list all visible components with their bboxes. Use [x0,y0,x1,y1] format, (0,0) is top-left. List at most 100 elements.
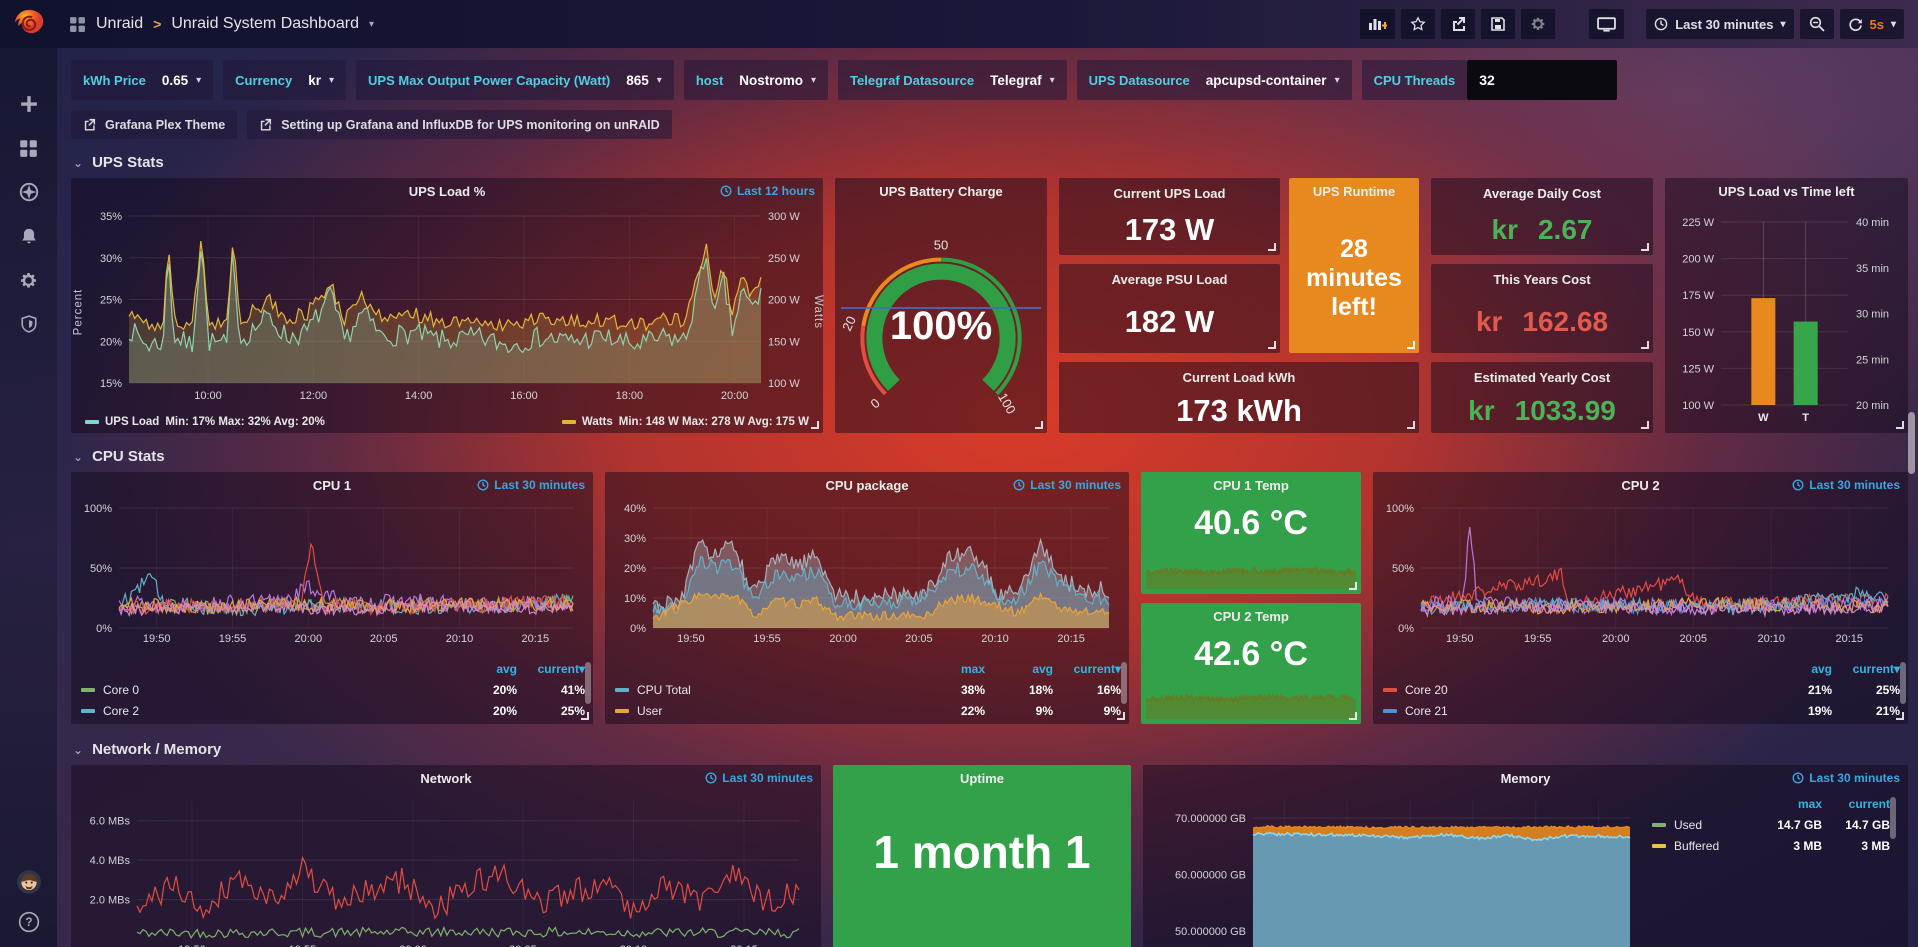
panel-title[interactable]: Estimated Yearly Cost [1473,369,1611,385]
network-chart[interactable]: 2.0 MBs 4.0 MBs 6.0 MBs 19:50 19:55 20:00 20:0… [79,793,811,947]
sidebar-item-configuration[interactable] [9,258,49,302]
variable-ups-datasource[interactable]: UPS Datasource apcupsd-container ▾ [1076,60,1352,100]
panel-title[interactable]: UPS Battery Charge [879,184,1003,199]
legend-scrollbar-thumb[interactable] [1900,662,1906,704]
ups-load-vs-time-chart[interactable]: 100 W 125 W 150 W 175 W 200 W 225 W 20 min 25 m… [1673,210,1900,425]
user-avatar[interactable] [16,869,42,895]
legend-series-marker[interactable] [615,688,629,692]
legend-scrollbar-thumb[interactable] [1890,797,1896,839]
legend-series-marker[interactable] [1652,844,1666,848]
legend-sort-header[interactable]: current▾ [537,662,585,676]
legend-sort-header[interactable]: current▾ [1852,662,1900,676]
panel-time-range-link[interactable]: Last 30 minutes [1792,478,1900,492]
variable-value[interactable]: apcupsd-container [1205,72,1327,88]
section-header-cpu-stats[interactable]: ⌄ CPU Stats [73,448,1908,465]
panel-title[interactable]: UPS Load vs Time left [1718,184,1855,199]
battery-gauge[interactable]: 0 20 50 100 [839,208,1039,425]
grafana-logo[interactable] [0,7,57,41]
legend-series-marker[interactable] [81,688,95,692]
page-scrollbar-thumb[interactable] [1908,412,1915,474]
legend-series-marker[interactable] [561,420,576,424]
cpu2-chart[interactable]: 0% 50% 100% 19:50 19:55 20:00 20:05 20:10 20:15 [1381,500,1898,646]
panel-time-range-link[interactable]: Last 12 hours [720,184,815,198]
legend-series-marker[interactable] [1652,823,1666,827]
legend-scrollbar-thumb[interactable] [585,662,591,704]
legend-sort-header[interactable]: avg [1811,662,1832,676]
help-button[interactable]: ? [18,911,40,933]
cycle-view-mode-button[interactable] [1589,9,1625,39]
legend-series-name[interactable]: Core 0 [103,683,140,697]
save-dashboard-button[interactable] [1481,9,1516,39]
panel-title[interactable]: UPS Runtime [1312,184,1396,199]
variable-value[interactable]: 0.65 [161,72,189,88]
page-title[interactable]: Unraid System Dashboard [171,15,359,32]
legend-scrollbar-thumb[interactable] [1121,662,1127,704]
dashboard-settings-button[interactable] [1521,9,1556,39]
legend-series-marker[interactable] [615,709,629,713]
variable-ups-max-output[interactable]: UPS Max Output Power Capacity (Watt) 865… [356,60,674,100]
dashboards-grid-icon[interactable] [69,16,86,33]
panel-title[interactable]: This Years Cost [1493,271,1591,287]
panel-title[interactable]: CPU 2 [1621,478,1660,493]
add-panel-button[interactable] [1360,9,1396,39]
legend-series-name[interactable]: User [637,704,663,718]
refresh-button[interactable]: 5s ▾ [1839,9,1904,39]
time-range-picker[interactable]: Last 30 minutes ▾ [1646,9,1794,39]
section-header-network-memory[interactable]: ⌄ Network / Memory [73,741,1908,758]
variable-value[interactable]: Nostromo [739,72,804,88]
refresh-caret-icon[interactable]: ▾ [1890,18,1896,30]
panel-time-range-link[interactable]: Last 30 minutes [705,771,813,785]
sidebar-item-alerting[interactable] [9,214,49,258]
panel-title[interactable]: Average Daily Cost [1482,185,1601,201]
variable-value[interactable]: Telegraf [990,72,1042,88]
sidebar-item-server-admin[interactable] [9,302,49,346]
panel-time-range-link[interactable]: Last 30 minutes [1792,771,1900,785]
legend-series-name[interactable]: CPU Total [637,683,691,697]
refresh-interval-label[interactable]: 5s [1869,16,1884,32]
legend-sort-header[interactable]: max [1797,797,1822,811]
panel-title[interactable]: Current UPS Load [1113,185,1226,201]
variable-currency[interactable]: Currency kr ▾ [223,60,347,100]
legend-series-name[interactable]: UPS Load [105,416,160,428]
panel-title[interactable]: Uptime [959,771,1005,786]
legend-series-name[interactable]: Core 21 [1405,704,1448,718]
cpu1-chart[interactable]: 0% 50% 100% 19:50 19:55 20:00 20:05 20:10 20:15 [79,500,583,646]
variable-value[interactable]: kr [308,72,322,88]
cpu-package-chart[interactable]: 0% 10% 20% 30% 40% 19:50 19:55 20:00 20:05 20:10 2… [613,500,1119,646]
sidebar-item-dashboards[interactable] [9,126,49,170]
legend-sort-header[interactable]: avg [496,662,517,676]
panel-title[interactable]: Memory [1500,771,1551,786]
legend-series-marker[interactable] [81,709,95,713]
breadcrumb-app[interactable]: Unraid [96,15,144,32]
link-ups-monitoring-guide[interactable]: Setting up Grafana and InfluxDB for UPS … [247,110,672,139]
variable-host[interactable]: host Nostromo ▾ [683,60,829,100]
panel-title[interactable]: CPU 1 Temp [1213,478,1289,493]
legend-series-name[interactable]: Used [1674,818,1703,832]
sidebar-item-explore[interactable] [9,170,49,214]
legend-sort-header[interactable]: max [960,662,985,676]
section-header-ups-stats[interactable]: ⌄ UPS Stats [73,154,1908,171]
legend-sort-header[interactable]: current [1848,797,1890,811]
zoom-out-button[interactable] [1799,9,1834,39]
legend-series-name[interactable]: Buffered [1674,839,1720,853]
panel-title[interactable]: UPS Load % [408,184,486,199]
sidebar-item-create[interactable] [9,82,49,126]
panel-title[interactable]: Network [420,771,472,786]
legend-series-marker[interactable] [1383,709,1397,713]
title-caret-icon[interactable]: ▾ [368,18,374,30]
legend-series-name[interactable]: Core 20 [1405,683,1448,697]
legend-series-marker[interactable] [85,420,99,424]
legend-sort-header[interactable]: avg [1032,662,1053,676]
panel-title[interactable]: CPU package [825,478,909,493]
variable-kwh-price[interactable]: kWh Price 0.65 ▾ [71,60,214,100]
legend-series-name[interactable]: Core 2 [103,704,140,718]
panel-title[interactable]: Average PSU Load [1111,271,1228,287]
cpu-threads-input[interactable] [1467,60,1618,100]
share-dashboard-button[interactable] [1441,9,1476,39]
legend-series-marker[interactable] [1383,688,1397,692]
legend-sort-header[interactable]: current▾ [1073,662,1121,676]
panel-time-range-link[interactable]: Last 30 minutes [1013,478,1121,492]
variable-telegraf-datasource[interactable]: Telegraf Datasource Telegraf ▾ [838,60,1067,100]
ups-load-chart[interactable]: 15% 20% 25% 30% 35% 100 W 150 W 200 W 250 W 300 W… [87,206,809,403]
